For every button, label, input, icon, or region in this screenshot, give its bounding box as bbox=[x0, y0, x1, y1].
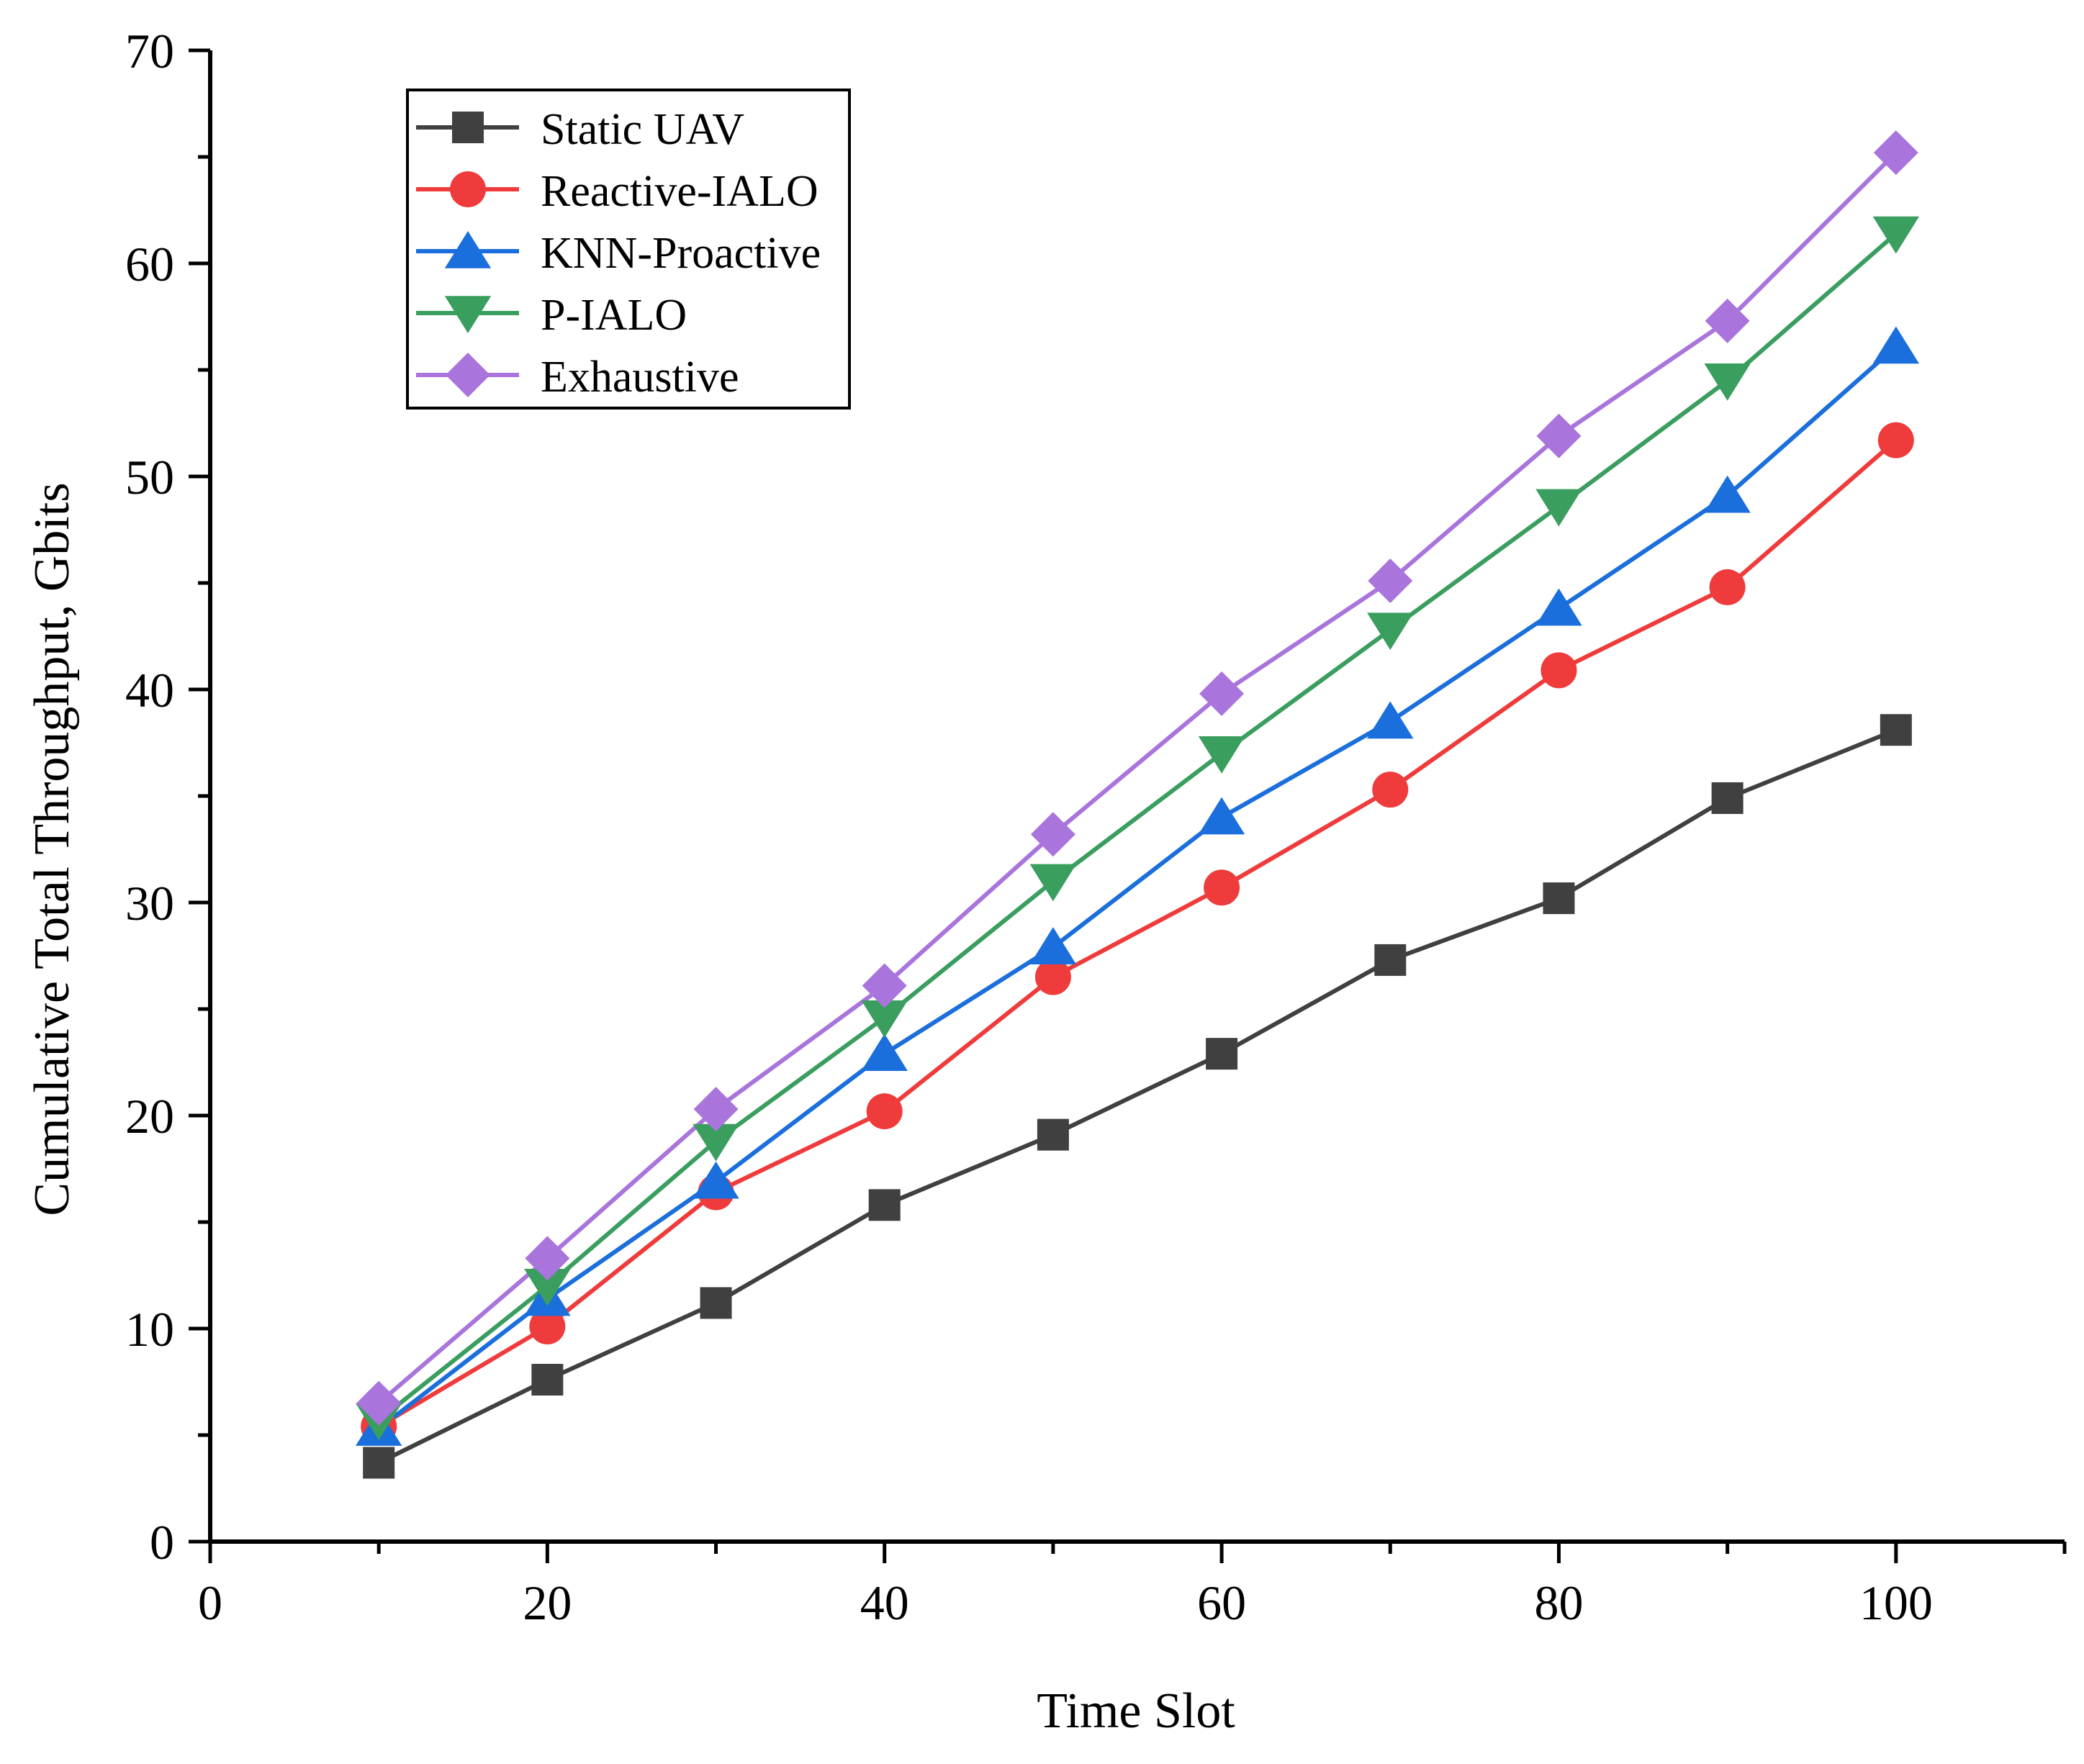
legend-marker-exhaustive bbox=[446, 353, 490, 397]
data-point-knn-proactive bbox=[1704, 475, 1751, 513]
y-tick-label: 0 bbox=[150, 1515, 174, 1570]
legend-label-p-ialo: P-IALO bbox=[541, 291, 687, 340]
data-point-static-uav bbox=[1374, 944, 1407, 976]
legend-marker-reactive-ialo bbox=[450, 171, 486, 207]
data-point-exhaustive bbox=[356, 1380, 402, 1426]
data-point-p-ialo bbox=[693, 1123, 739, 1162]
data-point-static-uav bbox=[363, 1447, 395, 1479]
x-tick-label: 100 bbox=[1859, 1575, 1933, 1630]
data-point-static-uav bbox=[1711, 782, 1744, 814]
x-tick-label: 0 bbox=[198, 1575, 222, 1630]
y-tick-label: 50 bbox=[125, 450, 174, 505]
data-point-exhaustive bbox=[1536, 413, 1582, 458]
data-point-p-ialo bbox=[1704, 363, 1751, 401]
data-point-reactive-ialo bbox=[1709, 569, 1746, 605]
legend-marker-p-ialo bbox=[444, 296, 492, 333]
data-point-reactive-ialo bbox=[1877, 422, 1914, 458]
y-tick-label: 60 bbox=[125, 237, 174, 291]
data-point-reactive-ialo bbox=[1034, 959, 1071, 995]
data-point-knn-proactive bbox=[861, 1033, 908, 1071]
series-line-reactive-ialo bbox=[377, 438, 1898, 1429]
y-tick-label: 30 bbox=[125, 876, 174, 931]
data-point-reactive-ialo bbox=[1541, 652, 1577, 689]
legend-label-static-uav: Static UAV bbox=[541, 105, 744, 154]
data-point-p-ialo bbox=[1872, 216, 1920, 254]
data-point-reactive-ialo bbox=[529, 1308, 566, 1345]
series-line-knn-proactive bbox=[377, 345, 1898, 1431]
legend-label-knn-proactive: KNN-Proactive bbox=[541, 229, 821, 278]
series-line-exhaustive bbox=[377, 150, 1898, 1405]
x-axis-label: Time Slot bbox=[1037, 1683, 1235, 1739]
data-point-knn-proactive bbox=[1367, 701, 1414, 739]
data-point-exhaustive bbox=[1873, 130, 1918, 176]
data-point-p-ialo bbox=[524, 1269, 571, 1306]
x-tick-label: 20 bbox=[523, 1575, 572, 1630]
data-point-knn-proactive bbox=[693, 1161, 739, 1199]
data-point-exhaustive bbox=[1199, 671, 1245, 716]
legend-marker-static-uav bbox=[452, 112, 484, 143]
data-point-knn-proactive bbox=[1029, 927, 1077, 964]
data-point-exhaustive bbox=[1368, 558, 1413, 604]
axes: 0 20 40 60 80 100 0 10 20 30 40 50 60 70 bbox=[125, 24, 2067, 1630]
data-point-static-uav bbox=[1206, 1038, 1238, 1070]
data-point-p-ialo bbox=[1535, 489, 1582, 527]
y-tick-label: 20 bbox=[125, 1089, 174, 1144]
data-point-p-ialo bbox=[1198, 736, 1245, 774]
y-ticks: 0 10 20 30 40 50 60 70 bbox=[125, 24, 210, 1570]
data-point-p-ialo bbox=[861, 1000, 908, 1038]
data-point-static-uav bbox=[531, 1364, 564, 1396]
data-point-reactive-ialo bbox=[1372, 772, 1409, 808]
data-point-exhaustive bbox=[1705, 298, 1750, 343]
x-ticks: 0 20 40 60 80 100 bbox=[198, 1542, 2067, 1630]
series-lines bbox=[377, 150, 1898, 1465]
x-tick-label: 40 bbox=[860, 1575, 909, 1630]
x-tick-label: 60 bbox=[1197, 1575, 1246, 1630]
legend: Static UAV Reactive-IALO KNN-Proactive P-IA… bbox=[406, 89, 851, 410]
legend-marker-knn-proactive bbox=[444, 231, 492, 268]
y-tick-label: 40 bbox=[125, 663, 174, 718]
data-point-reactive-ialo bbox=[1204, 869, 1240, 906]
y-axis-label: Cumulative Total Throughput, Gbits bbox=[24, 482, 80, 1216]
legend-label-exhaustive: Exhaustive bbox=[541, 353, 739, 402]
data-point-exhaustive bbox=[862, 963, 907, 1008]
y-tick-label: 10 bbox=[125, 1302, 174, 1357]
data-point-exhaustive bbox=[1030, 812, 1075, 857]
data-point-static-uav bbox=[1880, 714, 1912, 746]
data-point-p-ialo bbox=[1367, 612, 1414, 651]
data-point-static-uav bbox=[868, 1189, 901, 1221]
data-point-knn-proactive bbox=[1535, 588, 1582, 626]
series-markers bbox=[355, 130, 1920, 1479]
data-point-knn-proactive bbox=[1198, 797, 1245, 835]
data-point-exhaustive bbox=[693, 1087, 739, 1132]
data-point-p-ialo bbox=[1029, 864, 1077, 902]
series-line-static-uav bbox=[377, 728, 1897, 1465]
data-point-exhaustive bbox=[525, 1236, 570, 1281]
data-point-static-uav bbox=[1037, 1118, 1069, 1151]
y-tick-label: 70 bbox=[125, 24, 174, 78]
data-point-static-uav bbox=[1543, 882, 1575, 915]
legend-label-reactive-ialo: Reactive-IALO bbox=[541, 167, 818, 216]
data-point-static-uav bbox=[700, 1287, 732, 1319]
x-tick-label: 80 bbox=[1534, 1575, 1583, 1630]
data-point-knn-proactive bbox=[1872, 326, 1920, 364]
data-point-reactive-ialo bbox=[866, 1093, 903, 1130]
series-line-p-ialo bbox=[377, 232, 1898, 1422]
